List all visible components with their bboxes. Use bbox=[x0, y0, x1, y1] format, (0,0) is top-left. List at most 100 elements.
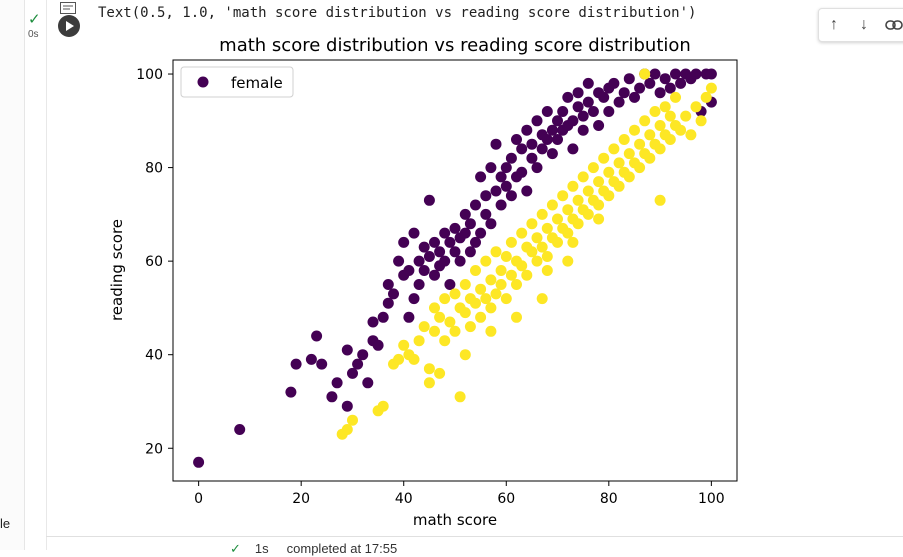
point-male bbox=[546, 199, 558, 211]
point-male bbox=[454, 391, 466, 403]
point-male bbox=[654, 120, 666, 131]
point-female bbox=[470, 199, 481, 211]
point-female bbox=[367, 316, 379, 328]
point-male bbox=[598, 152, 610, 164]
link-icon[interactable] bbox=[879, 10, 903, 40]
point-male bbox=[439, 293, 451, 305]
point-female bbox=[577, 124, 589, 136]
point-male bbox=[464, 321, 476, 333]
point-male bbox=[572, 194, 584, 206]
run-cell-button[interactable] bbox=[58, 15, 80, 37]
point-male bbox=[629, 124, 640, 136]
point-male bbox=[505, 236, 517, 248]
point-male bbox=[444, 316, 456, 328]
point-female bbox=[521, 124, 533, 136]
point-female bbox=[429, 269, 440, 281]
y-axis-label: reading score bbox=[108, 219, 126, 321]
check-icon: ✓ bbox=[28, 11, 41, 28]
point-female bbox=[341, 344, 353, 356]
point-male bbox=[439, 335, 451, 347]
point-female bbox=[531, 162, 543, 174]
point-female bbox=[587, 106, 599, 117]
legend: female bbox=[180, 66, 294, 98]
output-repr-text: Text(0.5, 1.0, 'math score distribution … bbox=[98, 5, 697, 21]
point-male bbox=[531, 255, 543, 267]
x-tick-label: 40 bbox=[395, 491, 413, 507]
point-female bbox=[331, 377, 343, 389]
point-male bbox=[541, 265, 553, 276]
point-female bbox=[290, 358, 302, 370]
cell-divider bbox=[46, 536, 903, 537]
point-female bbox=[593, 120, 605, 131]
point-female bbox=[598, 91, 610, 103]
point-female bbox=[495, 171, 507, 183]
point-female bbox=[490, 185, 502, 197]
point-male bbox=[495, 279, 507, 290]
point-female bbox=[572, 101, 584, 113]
point-male bbox=[526, 218, 538, 230]
point-male bbox=[639, 68, 651, 80]
point-female bbox=[418, 265, 430, 276]
point-female bbox=[495, 199, 507, 211]
cell-gutter bbox=[24, 0, 47, 550]
point-female bbox=[567, 115, 579, 127]
point-male bbox=[377, 400, 389, 412]
point-male bbox=[511, 279, 522, 290]
point-female bbox=[459, 208, 471, 220]
point-male bbox=[695, 115, 707, 127]
point-male bbox=[572, 218, 584, 230]
point-female bbox=[449, 246, 461, 258]
point-male bbox=[470, 297, 481, 309]
point-female bbox=[562, 91, 574, 103]
point-male bbox=[485, 274, 497, 286]
point-female bbox=[449, 222, 461, 234]
point-male bbox=[449, 288, 461, 300]
point-male bbox=[613, 180, 625, 192]
point-female bbox=[459, 227, 471, 239]
point-male bbox=[670, 91, 681, 103]
point-female bbox=[531, 115, 543, 127]
point-female bbox=[567, 143, 579, 155]
point-male bbox=[634, 162, 646, 174]
point-male bbox=[413, 335, 425, 347]
point-male bbox=[393, 353, 405, 365]
point-male bbox=[500, 293, 512, 305]
point-female bbox=[362, 377, 374, 389]
point-male bbox=[526, 246, 538, 258]
scatter-chart: math score distribution vs reading score… bbox=[108, 35, 738, 529]
arrow-up-icon[interactable]: ↑ bbox=[830, 16, 838, 33]
point-female bbox=[434, 246, 446, 258]
point-male bbox=[613, 157, 625, 169]
cell-toolbar: ↑ ↓ bbox=[818, 8, 903, 42]
point-female bbox=[485, 218, 497, 230]
point-female bbox=[382, 279, 394, 290]
point-male bbox=[603, 166, 615, 178]
point-female bbox=[408, 293, 420, 305]
point-male bbox=[347, 414, 358, 426]
point-male bbox=[408, 353, 420, 365]
point-male bbox=[536, 208, 548, 220]
point-female bbox=[516, 143, 528, 155]
point-female bbox=[464, 218, 476, 230]
point-female bbox=[670, 68, 681, 80]
point-male bbox=[480, 255, 492, 267]
point-male bbox=[623, 171, 635, 183]
point-female bbox=[398, 236, 410, 248]
point-male bbox=[429, 302, 440, 314]
point-male bbox=[593, 199, 605, 211]
y-tick-label: 40 bbox=[145, 348, 163, 364]
point-male bbox=[639, 115, 651, 127]
point-male bbox=[567, 236, 579, 248]
point-female bbox=[377, 311, 389, 323]
point-male bbox=[475, 283, 487, 295]
point-male bbox=[644, 129, 656, 141]
point-female bbox=[608, 77, 620, 89]
point-female bbox=[582, 77, 594, 89]
plot-area bbox=[172, 59, 738, 482]
point-female bbox=[234, 424, 246, 435]
point-male bbox=[521, 269, 533, 281]
point-female bbox=[305, 353, 317, 365]
arrow-down-icon[interactable]: ↓ bbox=[860, 16, 868, 33]
point-female bbox=[393, 255, 405, 267]
y-tick-label: 20 bbox=[145, 441, 163, 457]
